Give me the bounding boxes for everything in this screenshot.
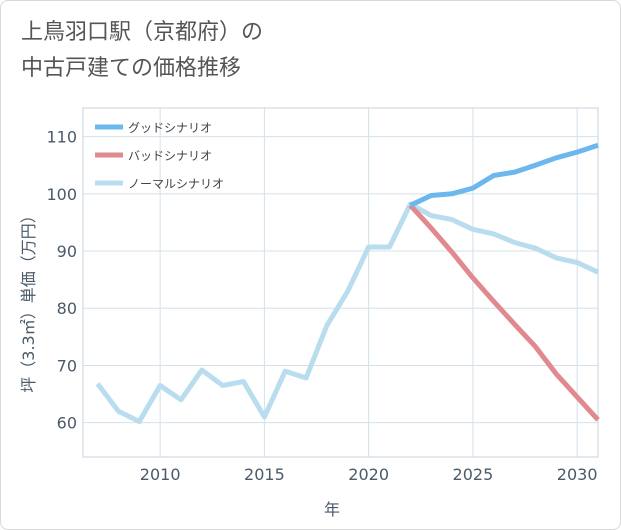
series-line (408, 203, 600, 422)
y-tick-label: 60 (57, 414, 77, 433)
x-tick-label: 2020 (348, 465, 389, 484)
plot-area-border (82, 107, 599, 458)
x-tick-label: 2025 (453, 465, 494, 484)
x-tick-label: 2010 (140, 465, 181, 484)
x-tick-label: 2015 (244, 465, 285, 484)
chart-title-line-1: 上鳥羽口駅（京都府）の (21, 20, 264, 45)
gridlines (83, 108, 598, 457)
y-axis-title: 坪（3.3㎡）単価（万円） (19, 207, 38, 392)
y-tick-label: 110 (46, 128, 77, 147)
y-tick-label: 80 (57, 299, 77, 318)
x-axis-title: 年 (324, 500, 340, 519)
y-tick-label: 90 (57, 242, 77, 261)
series-line (95, 201, 600, 424)
chart-title: 上鳥羽口駅（京都府）の 中古戸建ての価格推移 (21, 15, 581, 87)
y-tick-label: 70 (57, 356, 77, 375)
x-tick-labels: 2010 2015 2020 2025 2030 (140, 465, 598, 484)
legend-label: グッドシナリオ (128, 121, 212, 135)
y-tick-label: 100 (46, 185, 77, 204)
legend-label: ノーマルシナリオ (128, 177, 224, 191)
y-tick-labels: 60 70 80 90 100 110 (46, 128, 77, 433)
series-line (409, 142, 599, 208)
x-tick-label: 2030 (557, 465, 598, 484)
legend-label: バッドシナリオ (128, 149, 212, 163)
series-lines (95, 142, 600, 424)
chart-title-line-2: 中古戸建ての価格推移 (21, 56, 242, 81)
